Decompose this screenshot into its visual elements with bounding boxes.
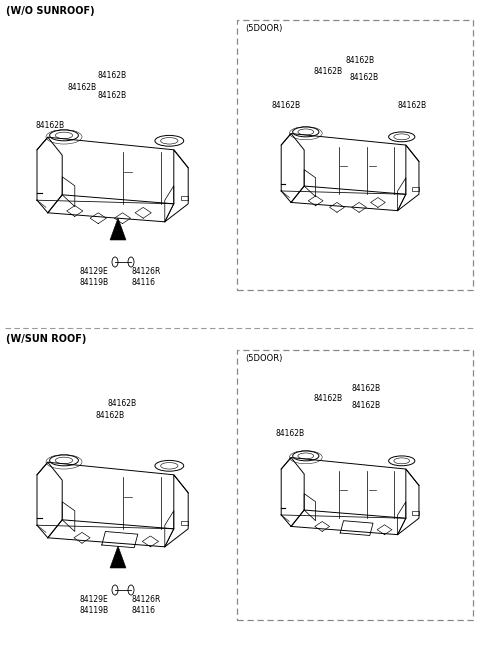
- Polygon shape: [110, 546, 126, 568]
- Text: 84162B: 84162B: [313, 394, 342, 403]
- Text: 84126R: 84126R: [132, 595, 161, 604]
- Bar: [181, 195, 188, 200]
- Text: 84162B: 84162B: [98, 91, 127, 100]
- Text: 84162B: 84162B: [271, 101, 300, 110]
- Text: 84116: 84116: [132, 606, 156, 615]
- Text: 84162B: 84162B: [96, 411, 125, 420]
- Text: 84162B: 84162B: [345, 56, 374, 65]
- Text: 84129E: 84129E: [80, 267, 109, 276]
- Text: 84162B: 84162B: [351, 401, 380, 410]
- Bar: [412, 187, 419, 191]
- Text: 84162B: 84162B: [351, 384, 380, 393]
- Bar: [181, 521, 188, 525]
- Text: 84162B: 84162B: [313, 67, 342, 76]
- Bar: [237, 20, 473, 290]
- Bar: [412, 511, 419, 515]
- Text: (W/SUN ROOF): (W/SUN ROOF): [6, 334, 86, 344]
- Text: 84162B: 84162B: [108, 399, 137, 408]
- Text: (5DOOR): (5DOOR): [245, 24, 282, 33]
- Text: 84162B: 84162B: [98, 71, 127, 80]
- Text: 84162B: 84162B: [275, 429, 304, 438]
- Text: (5DOOR): (5DOOR): [245, 354, 282, 363]
- Text: (W/O SUNROOF): (W/O SUNROOF): [6, 6, 95, 16]
- Bar: [237, 350, 473, 620]
- Text: 84162B: 84162B: [36, 121, 65, 130]
- Text: 84162B: 84162B: [68, 83, 97, 92]
- Text: 84119B: 84119B: [80, 606, 109, 615]
- Text: 84119B: 84119B: [80, 278, 109, 287]
- Text: 84126R: 84126R: [132, 267, 161, 276]
- Text: 84162B: 84162B: [397, 101, 426, 110]
- Text: 84162B: 84162B: [349, 73, 378, 82]
- Text: 84129E: 84129E: [80, 595, 109, 604]
- Text: 84116: 84116: [132, 278, 156, 287]
- Polygon shape: [110, 218, 126, 240]
